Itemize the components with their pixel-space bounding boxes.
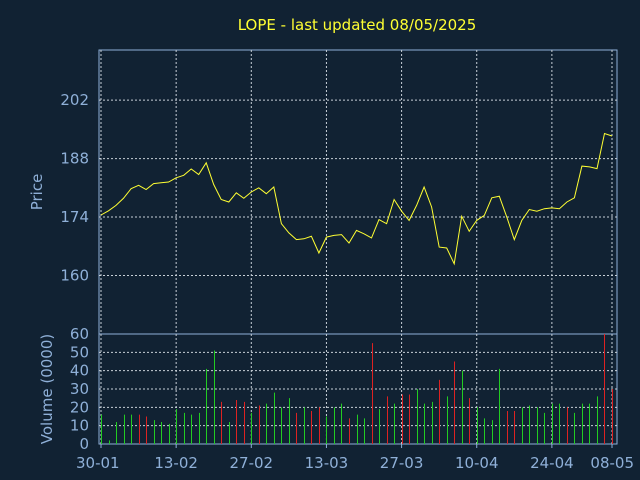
x-tick-label: 10-04: [455, 454, 499, 472]
volume-axis-label: Volume (0000): [38, 334, 56, 444]
x-tick-label: 13-03: [305, 454, 349, 472]
x-tick-label: 08-05: [590, 454, 634, 472]
volume-y-tick-label: 0: [79, 435, 89, 453]
x-tick-label: 24-04: [530, 454, 574, 472]
volume-y-tick-label: 20: [70, 398, 89, 416]
x-axis-ticks: 30-01 13-02 27-02 13-03 27-03 10-04 24-04 08-05: [76, 444, 634, 472]
price-y-tick-label: 160: [60, 267, 89, 285]
volume-y-tick-label: 50: [70, 343, 89, 361]
price-y-tick-label: 188: [60, 150, 89, 168]
volume-bars: [101, 334, 613, 444]
volume-y-tick-label: 10: [70, 417, 89, 435]
price-line: [100, 132, 613, 266]
volume-y-tick-label: 40: [70, 362, 89, 380]
volume-y-tick-label: 30: [70, 380, 89, 398]
price-grid: [99, 50, 617, 334]
price-axis-label: Price: [28, 174, 46, 211]
x-tick-label: 30-01: [76, 454, 120, 472]
price-plot-frame: [98, 49, 618, 335]
price-y-tick-label: 202: [60, 91, 89, 109]
price-y-tick-label: 174: [60, 208, 89, 226]
x-tick-label: 27-03: [380, 454, 424, 472]
chart-title: LOPE - last updated 08/05/2025: [238, 16, 477, 34]
x-tick-label: 13-02: [154, 454, 198, 472]
price-y-ticks: 160 174 188 202: [60, 91, 89, 284]
price-panel: 160 174 188 202 Price: [28, 49, 618, 335]
x-tick-label: 27-02: [229, 454, 273, 472]
volume-y-tick-label: 60: [70, 325, 89, 343]
